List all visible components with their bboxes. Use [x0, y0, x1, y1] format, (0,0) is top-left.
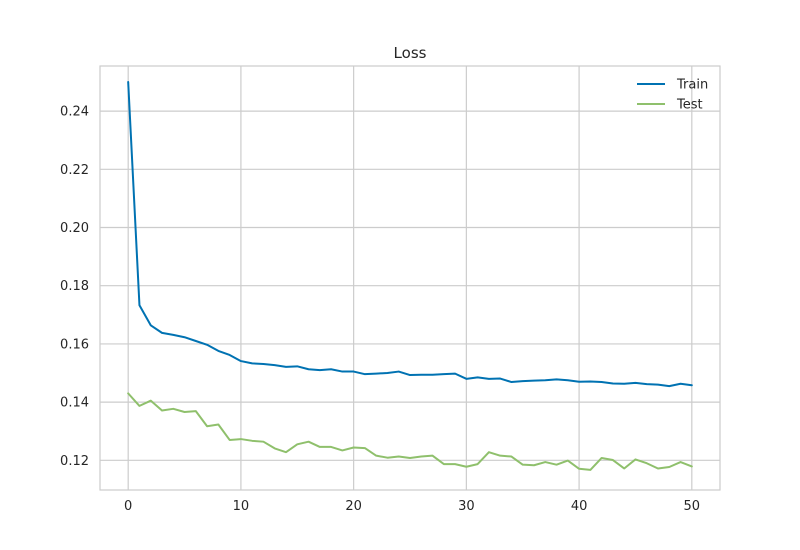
series-lines: [127, 81, 693, 471]
y-tick-label: 0.24: [60, 105, 89, 120]
legend-label-train: Train: [676, 78, 708, 93]
y-tick-labels: 0.12 0.14 0.16 0.18 0.20 0.22 0.24: [60, 105, 89, 469]
series-line-test: [127, 392, 693, 471]
grid-lines: [100, 66, 720, 490]
plot-frame: [99, 65, 721, 491]
x-tick-label: 50: [684, 499, 701, 514]
chart-title: Loss: [394, 44, 427, 62]
x-tick-labels: 0 10 20 30 40 50: [124, 499, 700, 514]
x-tick-label: 20: [345, 499, 362, 514]
y-tick-label: 0.22: [60, 163, 89, 178]
x-tick-label: 30: [458, 499, 475, 514]
legend: Train Test: [637, 78, 708, 113]
y-tick-label: 0.12: [60, 454, 89, 469]
x-tick-label: 0: [124, 499, 132, 514]
y-tick-label: 0.18: [60, 279, 89, 294]
legend-label-test: Test: [676, 98, 703, 113]
series-line-train: [127, 81, 693, 388]
x-tick-label: 10: [233, 499, 250, 514]
x-tick-label: 40: [571, 499, 588, 514]
y-tick-label: 0.16: [60, 337, 89, 352]
y-tick-label: 0.14: [60, 396, 89, 411]
plot-area: [100, 66, 720, 490]
y-tick-label: 0.20: [60, 221, 89, 236]
